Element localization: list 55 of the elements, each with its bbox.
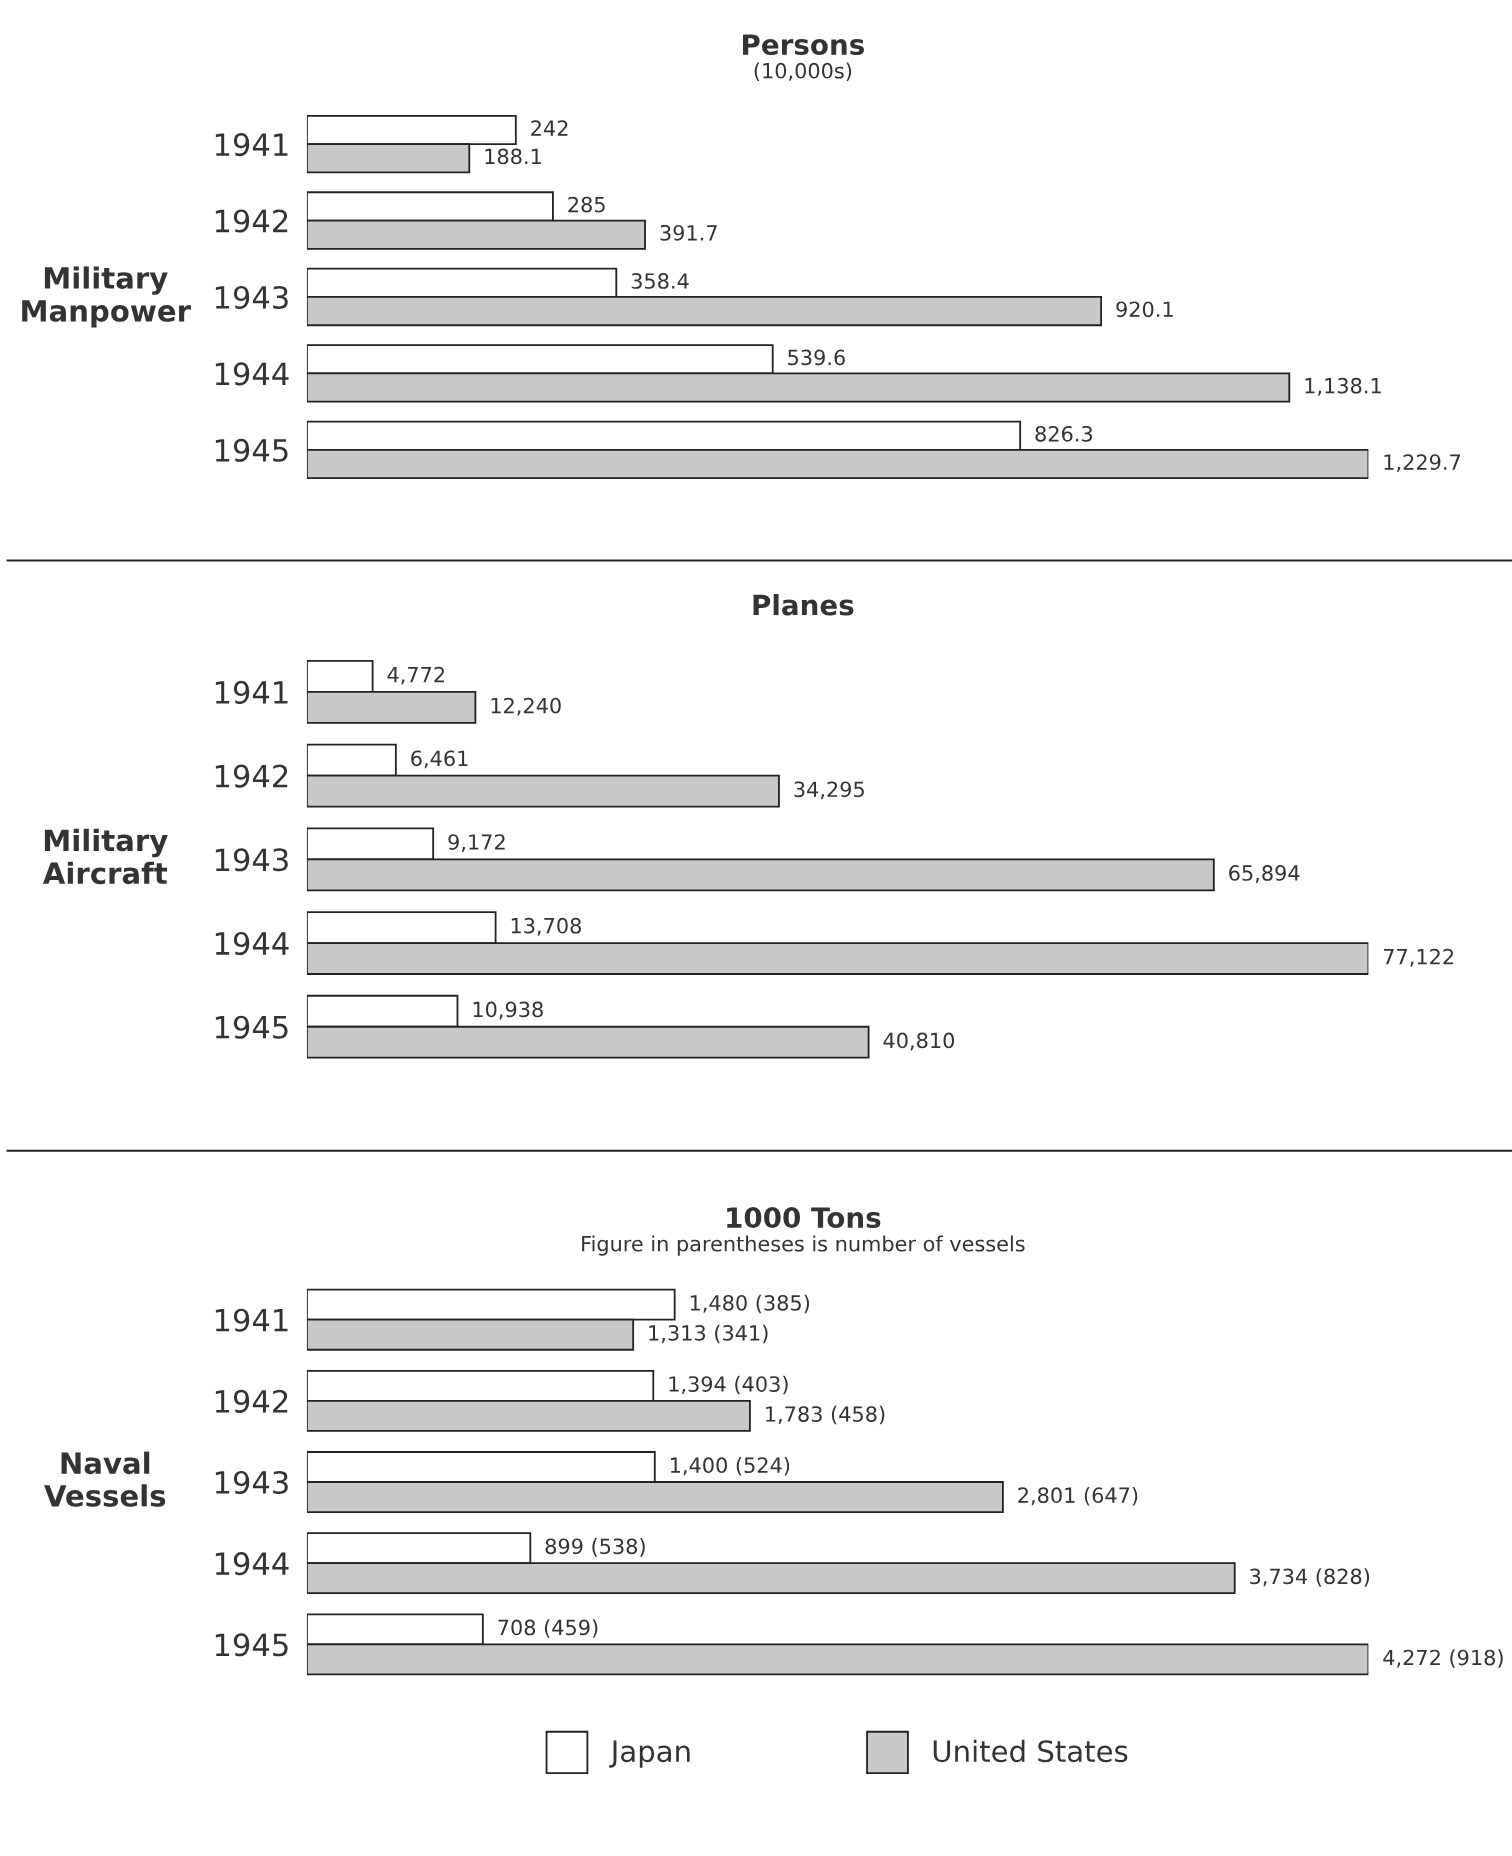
data-label: 77,122 (1383, 948, 1454, 967)
data-label: 539.6 (788, 349, 845, 366)
chart-subtitle: Figure in parentheses is number of vessels (582, 1235, 1025, 1256)
y-tick-label: 1944 (215, 1552, 289, 1576)
y-tick-label: 1942 (215, 1389, 288, 1413)
data-label: 12,240 (491, 697, 561, 716)
data-label: 391.7 (660, 224, 717, 241)
chart-title: 1000 Tons (727, 1207, 881, 1229)
y-tick-label: 1941 (215, 680, 288, 704)
y-tick-label: 1945 (215, 438, 288, 462)
y-tick-label: 1944 (215, 362, 289, 386)
data-label: 34,295 (794, 781, 864, 800)
data-label: 358.4 (631, 273, 689, 289)
data-label: 1,229.7 (1384, 454, 1460, 473)
data-label: 6,461 (411, 750, 468, 769)
data-label: 4,272 (918) (1383, 1649, 1503, 1668)
data-label: 1,313 (341) (649, 1324, 768, 1344)
data-label: 1,138.1 (1305, 377, 1381, 396)
data-label: 1,394 (403) (669, 1375, 788, 1395)
data-label: 708 (459) (498, 1619, 598, 1638)
y-tick-label: 1945 (215, 1015, 288, 1039)
y-tick-label: 1942 (215, 764, 288, 788)
y-tick-label: 1943 (215, 285, 288, 309)
y-axis-title: Naval Vessels (44, 1451, 166, 1507)
data-label: 920.1 (1116, 301, 1173, 318)
y-tick-label: 1942 (215, 209, 288, 233)
data-label: 1,783 (458) (766, 1405, 885, 1425)
y-axis-title: Military Manpower (22, 266, 191, 328)
chart-subtitle: (10,000s) (754, 62, 852, 82)
y-tick-label: 1943 (215, 1470, 288, 1495)
chart-title: Planes (753, 594, 854, 616)
data-label: 1,400 (524) (670, 1456, 790, 1476)
data-label: 899 (538) (545, 1538, 645, 1557)
data-label: 4,772 (387, 666, 445, 685)
data-label: 40,810 (883, 1032, 954, 1051)
data-label: 13,708 (511, 917, 581, 936)
y-tick-label: 1941 (215, 133, 288, 157)
data-label: 285 (568, 196, 605, 213)
data-label: 3,734 (828) (1250, 1568, 1370, 1587)
data-label: 65,894 (1229, 865, 1300, 883)
data-label: 2,801 (647) (1018, 1486, 1138, 1506)
y-axis-title: Military Aircraft (42, 828, 168, 885)
data-label: 10,938 (473, 1001, 543, 1020)
data-label: 1,480 (385) (690, 1294, 810, 1314)
y-tick-label: 1945 (215, 1633, 288, 1657)
data-label: 826.3 (1035, 425, 1093, 442)
data-label: 9,172 (448, 834, 505, 853)
legend-label: United States (933, 1739, 1128, 1763)
y-tick-label: 1944 (215, 931, 289, 956)
legend-label: Japan (609, 1740, 690, 1768)
chart-title: Persons (743, 34, 864, 56)
y-tick-label: 1941 (215, 1308, 288, 1332)
data-label: 242 (531, 120, 568, 136)
y-tick-label: 1943 (215, 848, 288, 872)
data-label: 188.1 (485, 148, 541, 165)
